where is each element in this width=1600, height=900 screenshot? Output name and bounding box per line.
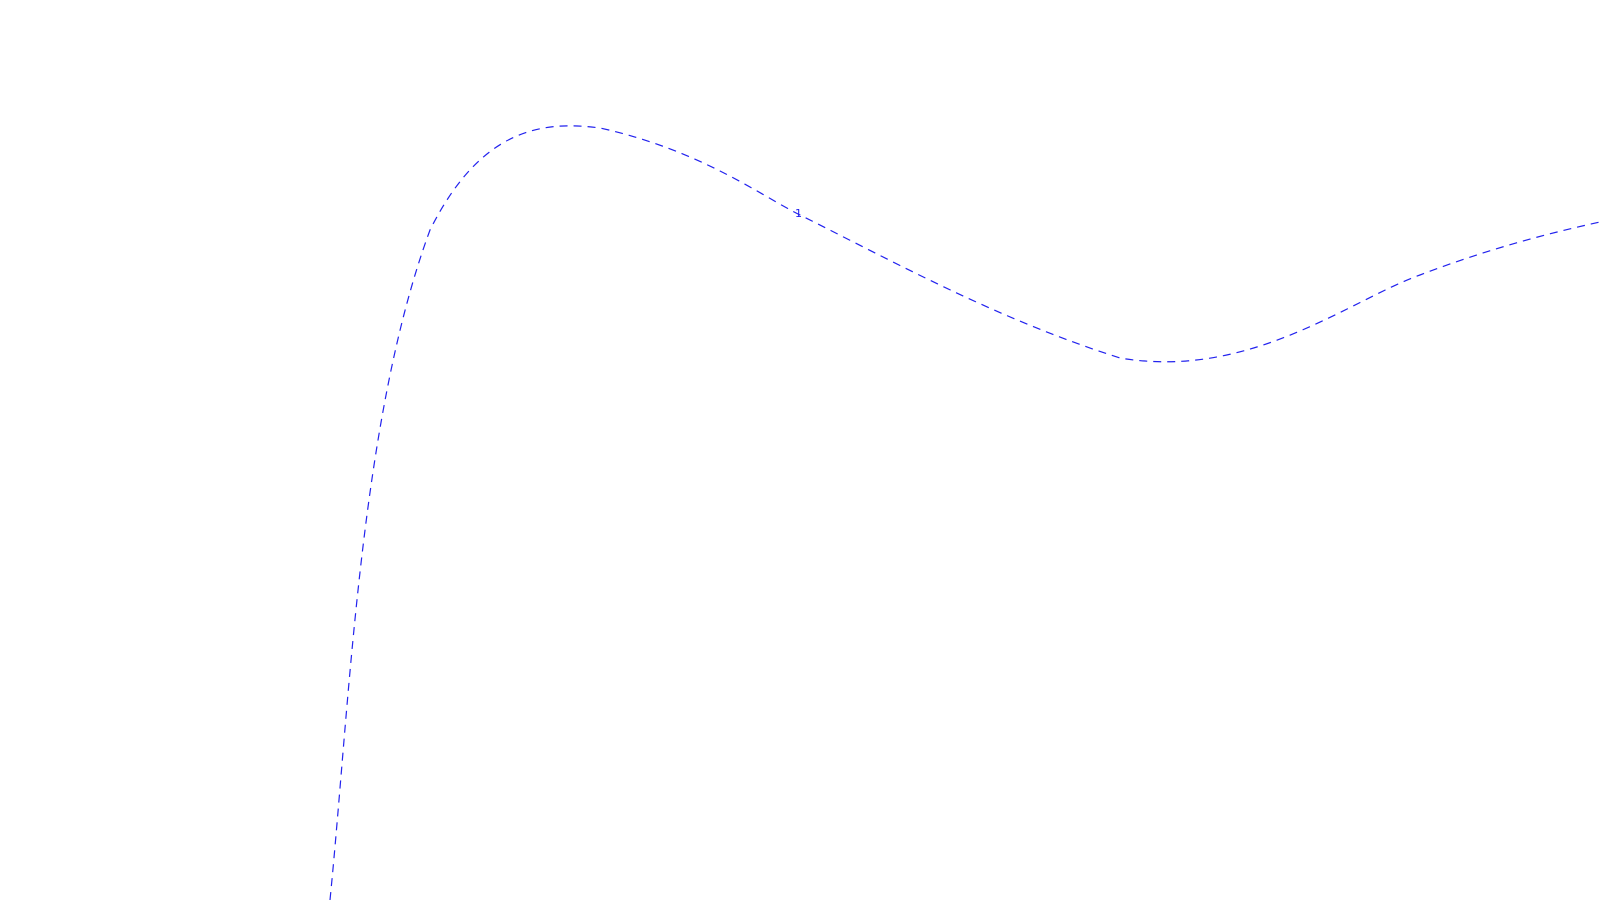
- dashed-curve: [329, 125, 1600, 900]
- curve-label: 1: [795, 207, 802, 220]
